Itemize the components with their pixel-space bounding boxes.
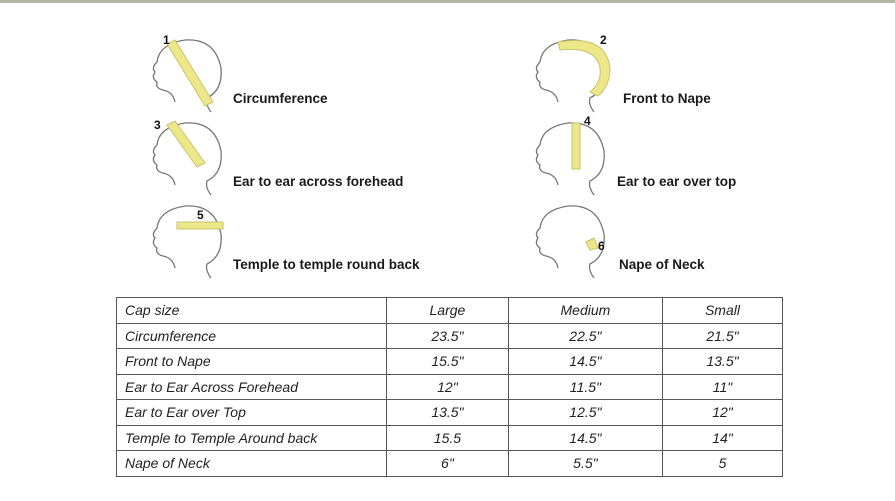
figure-label: Nape of Neck: [619, 257, 705, 272]
header-cap-size: Cap size: [116, 297, 387, 324]
cell-medium: 14.5": [507, 348, 663, 375]
figure-label: Circumference: [233, 91, 328, 106]
header-medium: Medium: [507, 297, 663, 324]
cell-medium: 22.5": [507, 322, 663, 349]
table-row: Nape of Neck 6" 5.5" 5: [116, 450, 784, 477]
head-figure-nape-of-neck: 6: [535, 205, 605, 279]
cell-medium: 12.5": [507, 399, 663, 426]
row-label: Ear to Ear over Top: [116, 399, 387, 426]
head-figure-ear-to-ear-forehead: 3: [152, 118, 222, 196]
cell-medium: 5.5": [507, 450, 663, 477]
cell-large: 13.5": [386, 399, 509, 426]
table-row: Front to Nape 15.5" 14.5" 13.5": [116, 348, 784, 375]
head-figure-temple-to-temple: 5: [152, 205, 224, 279]
table-row: Ear to Ear over Top 13.5" 12.5" 12": [116, 399, 784, 426]
top-border: [0, 0, 895, 3]
figure-label: Temple to temple round back: [233, 257, 420, 272]
cell-large: 23.5": [386, 322, 509, 349]
row-label: Temple to Temple Around back: [116, 424, 387, 451]
figure-label: Ear to ear over top: [617, 174, 737, 189]
cell-small: 12": [661, 399, 784, 426]
header-large: Large: [386, 297, 509, 324]
cell-small: 11": [661, 373, 784, 400]
svg-text:4: 4: [584, 115, 591, 128]
cell-medium: 11.5": [507, 373, 663, 400]
cell-small: 14": [661, 424, 784, 451]
table-row: Ear to Ear Across Forehead 12" 11.5" 11": [116, 373, 784, 400]
cap-size-table: Cap size Large Medium Small Circumferenc…: [116, 297, 784, 477]
svg-text:3: 3: [154, 118, 161, 132]
cell-small: 5: [661, 450, 784, 477]
figure-label: Front to Nape: [623, 91, 711, 106]
row-label: Nape of Neck: [116, 450, 387, 477]
table-row: Temple to Temple Around back 15.5 14.5" 14": [116, 424, 784, 451]
svg-text:1: 1: [163, 33, 170, 47]
row-label: Front to Nape: [116, 348, 387, 375]
cell-large: 15.5": [386, 348, 509, 375]
svg-text:5: 5: [197, 208, 204, 222]
cell-large: 12": [386, 373, 509, 400]
header-small: Small: [661, 297, 784, 324]
figure-label: Ear to ear across forehead: [233, 174, 404, 189]
cell-large: 15.5: [386, 424, 509, 451]
cell-medium: 14.5": [507, 424, 663, 451]
cell-large: 6": [386, 450, 509, 477]
svg-text:2: 2: [600, 33, 607, 47]
row-label: Circumference: [116, 322, 387, 349]
svg-text:6: 6: [598, 239, 605, 253]
head-figure-ear-to-ear-top: 4: [535, 115, 605, 196]
head-figure-circumference: 1: [152, 33, 222, 113]
cell-small: 21.5": [661, 322, 784, 349]
cell-small: 13.5": [661, 348, 784, 375]
table-header-row: Cap size Large Medium Small: [116, 297, 784, 324]
row-label: Ear to Ear Across Forehead: [116, 373, 387, 400]
table-row: Circumference 23.5" 22.5" 21.5": [116, 322, 784, 349]
head-figure-front-to-nape: 2: [535, 33, 611, 113]
